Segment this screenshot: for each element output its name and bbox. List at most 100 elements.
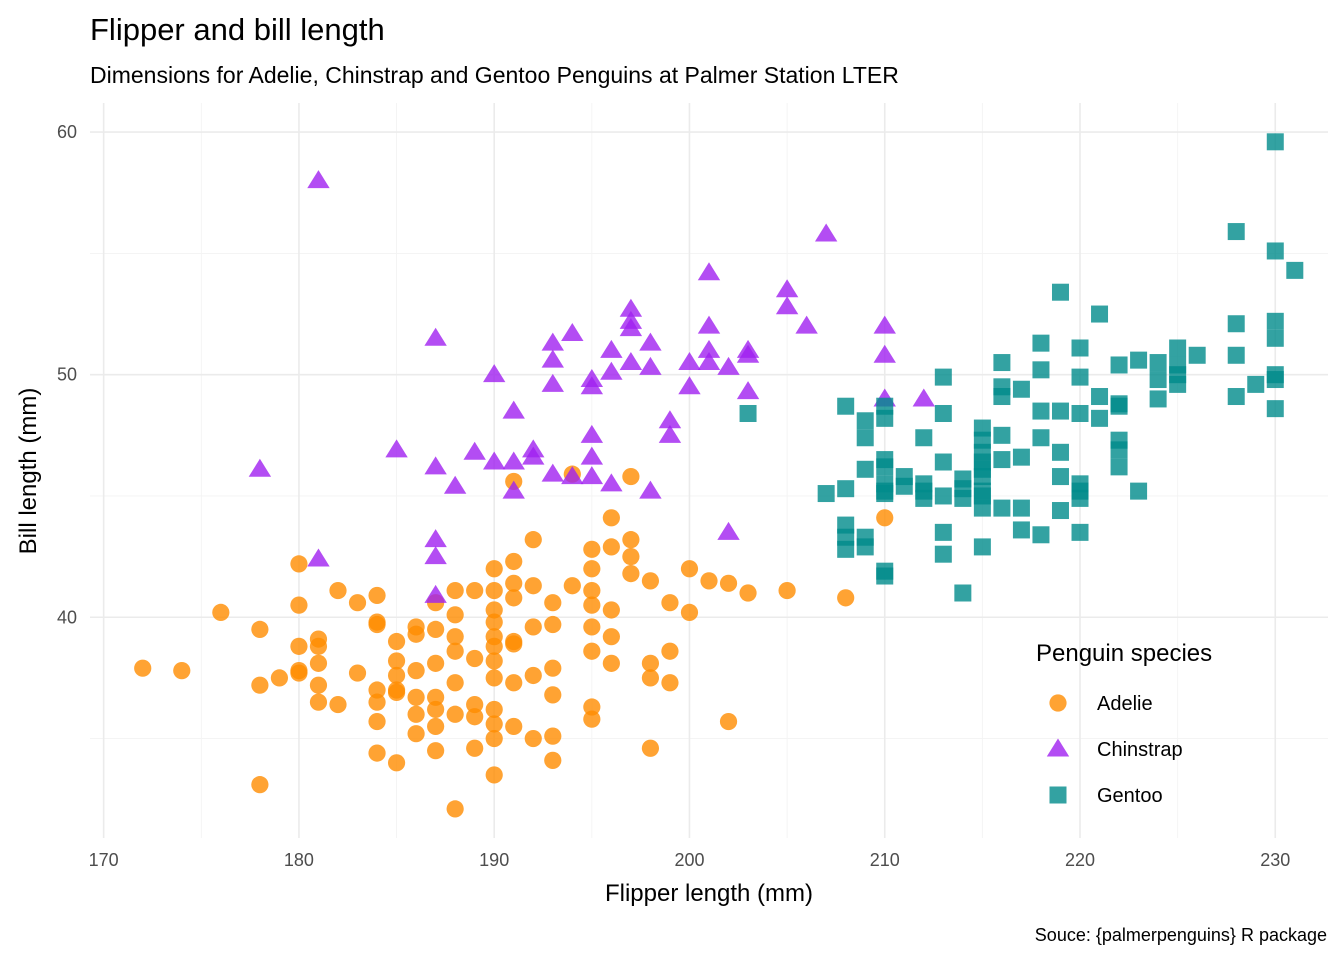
gentoo-point <box>1012 380 1030 398</box>
adelie-point <box>661 674 679 692</box>
adelie-point <box>524 577 542 595</box>
gentoo-point <box>1091 388 1109 406</box>
gentoo-point <box>915 489 933 507</box>
gentoo-point <box>1266 329 1284 347</box>
chinstrap-point <box>619 318 643 337</box>
adelie-point <box>622 548 640 566</box>
gentoo-point <box>973 499 991 517</box>
chinstrap-point <box>561 322 584 341</box>
adelie-point <box>505 552 523 571</box>
axis-ticks: 170 180 190 200 210 220 230 40 50 60 <box>57 122 1290 870</box>
adelie-point <box>563 577 581 595</box>
gentoo-point <box>1071 489 1089 507</box>
adelie-point <box>368 586 386 605</box>
adelie-point <box>583 698 601 716</box>
adelie-point <box>427 654 445 672</box>
adelie-point <box>485 652 503 670</box>
adelie-point <box>251 620 269 638</box>
adelie-point <box>641 654 660 672</box>
gentoo-point <box>1110 356 1128 374</box>
gentoo-point <box>1169 375 1187 393</box>
gentoo-point <box>934 523 952 541</box>
legend-key-adelie <box>1049 694 1067 712</box>
adelie-point <box>544 594 562 612</box>
adelie-point <box>368 615 386 634</box>
x-tick-label: 220 <box>1065 850 1095 870</box>
legend-item-chinstrap: Chinstrap <box>1046 738 1183 761</box>
adelie-point <box>466 708 484 726</box>
gentoo-point <box>1266 400 1284 418</box>
gentoo-point <box>934 404 952 422</box>
gentoo-point <box>1032 361 1050 379</box>
chinstrap-point <box>483 451 506 470</box>
adelie-point <box>719 574 738 592</box>
y-tick-label: 60 <box>57 122 77 142</box>
adelie-point <box>622 531 640 549</box>
chinstrap-point <box>658 410 682 429</box>
chinstrap-point <box>697 315 721 334</box>
adelie-point <box>329 581 347 600</box>
chinstrap-point <box>502 400 525 419</box>
adelie-point <box>290 596 308 614</box>
adelie-point <box>739 584 757 602</box>
adelie-point <box>505 717 523 736</box>
chinstrap-point <box>658 424 682 443</box>
gentoo-point <box>1110 458 1128 476</box>
gentoo-point <box>1149 354 1167 372</box>
chinstrap-point <box>502 451 525 470</box>
adelie-point <box>368 693 386 711</box>
adelie-point <box>348 594 367 612</box>
gentoo-point <box>1051 502 1069 520</box>
y-axis-title: Bill length (mm) <box>15 388 42 555</box>
gentoo-point <box>837 397 855 415</box>
adelie-point <box>427 742 445 760</box>
gentoo-point <box>739 404 757 422</box>
adelie-point <box>876 509 894 527</box>
adelie-point <box>680 560 699 578</box>
gentoo-point <box>1247 375 1265 393</box>
chinstrap-point <box>307 170 330 189</box>
gentoo-point <box>993 388 1011 406</box>
adelie-point <box>485 637 503 655</box>
gentoo-point <box>1091 409 1109 427</box>
chinstrap-point <box>424 327 447 346</box>
adelie-point <box>583 618 601 636</box>
adelie-point <box>387 652 406 670</box>
chinstrap-point <box>639 356 662 375</box>
chinstrap-point <box>697 262 721 281</box>
gentoo-point <box>934 545 952 563</box>
adelie-point <box>466 739 484 757</box>
chinstrap-point <box>443 475 467 494</box>
adelie-point <box>602 654 620 672</box>
adelie-point <box>544 727 562 745</box>
adelie-point <box>583 642 601 660</box>
chinstrap-point <box>561 466 584 485</box>
adelie-point <box>524 666 542 685</box>
gentoo-point <box>1012 448 1030 466</box>
adelie-point <box>485 581 503 600</box>
gentoo-point <box>1266 242 1284 260</box>
chart-title: Flipper and bill length <box>90 12 385 47</box>
series-adelie <box>134 465 894 818</box>
chinstrap-point <box>697 352 721 371</box>
gentoo-point <box>993 499 1011 517</box>
adelie-point <box>622 467 640 486</box>
adelie-point <box>290 637 308 655</box>
adelie-point <box>485 715 503 733</box>
adelie-point <box>505 589 523 607</box>
gentoo-point <box>1169 339 1187 357</box>
adelie-point <box>700 572 718 590</box>
legend-label: Chinstrap <box>1097 739 1183 761</box>
adelie-point <box>290 664 308 682</box>
adelie-point <box>407 725 425 743</box>
adelie-point <box>348 664 367 682</box>
adelie-point <box>583 540 601 558</box>
gentoo-point <box>837 480 855 498</box>
adelie-point <box>446 628 464 646</box>
chinstrap-point <box>307 548 330 567</box>
chinstrap-point <box>775 296 799 315</box>
adelie-point <box>622 564 640 583</box>
adelie-point <box>270 669 289 687</box>
chinstrap-point <box>424 456 447 475</box>
